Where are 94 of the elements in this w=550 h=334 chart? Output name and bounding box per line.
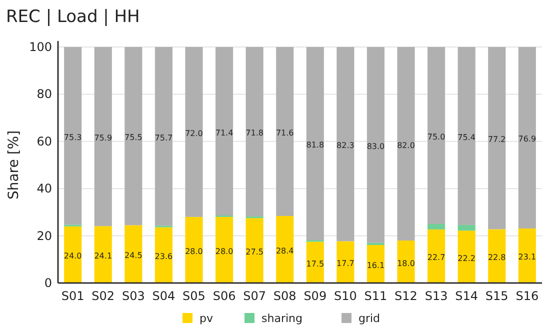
x-tick-label: S14	[455, 289, 478, 303]
data-label: 82.3	[336, 141, 354, 150]
data-label: 22.2	[458, 254, 476, 263]
data-label: 24.1	[94, 252, 112, 261]
bar	[488, 229, 506, 283]
data-label: 71.8	[246, 128, 264, 138]
bar	[306, 47, 324, 240]
y-tick-label: 40	[36, 182, 52, 196]
bar	[366, 242, 385, 246]
x-tick-label: S04	[152, 289, 176, 303]
x-tick-label: S02	[92, 289, 115, 303]
data-label: 18.0	[397, 258, 415, 268]
x-tick-label: S11	[364, 289, 388, 303]
bar	[276, 216, 294, 283]
data-label: 77.2	[488, 135, 506, 144]
bar	[397, 240, 415, 283]
bar	[246, 47, 264, 216]
y-tick-label: 80	[36, 87, 52, 102]
x-tick-label: S08	[273, 289, 296, 303]
bar	[306, 242, 324, 283]
bar	[458, 47, 476, 225]
x-tick-label: S09	[304, 289, 327, 303]
bar	[428, 47, 446, 224]
bar	[336, 241, 354, 283]
legend-label: pv	[200, 312, 214, 325]
bar	[154, 47, 172, 226]
data-label: 23.1	[518, 252, 536, 262]
data-label: 17.7	[336, 259, 354, 268]
bar	[518, 47, 536, 228]
y-tick-label: 20	[36, 228, 52, 243]
bar	[428, 224, 446, 230]
bar	[215, 216, 234, 283]
bar	[488, 47, 506, 230]
x-tick-label: S16	[516, 289, 539, 303]
bar	[518, 228, 536, 283]
x-tick-label: S10	[334, 289, 357, 303]
data-label: 71.6	[276, 128, 294, 138]
bar	[246, 218, 264, 283]
data-label: 22.8	[488, 253, 506, 262]
data-label: 75.9	[94, 134, 112, 143]
x-tick-label: S01	[61, 289, 84, 303]
data-label: 82.0	[397, 140, 415, 150]
x-tick-label: S05	[182, 289, 206, 303]
y-tick-label: 60	[36, 134, 52, 148]
data-label: 83.0	[366, 142, 385, 151]
bar	[397, 47, 415, 241]
legend-label: grid	[358, 312, 380, 325]
bar	[185, 216, 203, 283]
x-tick-label: S12	[394, 289, 418, 303]
data-label: 28.4	[276, 246, 294, 256]
data-label: 75.3	[64, 132, 82, 142]
x-tick-label: S13	[424, 289, 448, 303]
y-axis-title: Share [%]	[6, 130, 22, 200]
data-label: 22.7	[427, 253, 446, 262]
x-tick-label: S03	[122, 289, 145, 303]
bar	[124, 225, 142, 283]
y-tick-label: 0	[44, 276, 52, 290]
data-label: 28.0	[215, 246, 234, 256]
x-tick-label: S07	[243, 289, 266, 303]
data-label: 23.6	[154, 252, 173, 262]
data-label: 24.5	[124, 251, 142, 260]
x-tick-label: S15	[485, 289, 508, 303]
bar	[94, 47, 112, 226]
bar	[215, 47, 234, 216]
bar	[458, 230, 476, 283]
data-label: 75.5	[124, 133, 142, 142]
data-label: 28.0	[185, 246, 203, 256]
chart-title: REC | Load | HH	[6, 7, 140, 27]
data-label: 71.4	[215, 128, 234, 138]
bar	[366, 245, 385, 283]
bar	[428, 229, 446, 283]
bar	[185, 47, 203, 217]
bar	[154, 227, 172, 283]
legend-label: sharing	[262, 312, 302, 325]
bar	[64, 47, 82, 225]
data-label: 17.5	[306, 259, 324, 268]
data-label: 81.8	[306, 140, 324, 150]
data-label: 24.0	[64, 252, 82, 261]
x-tick-label: S06	[212, 289, 236, 303]
bar	[458, 224, 476, 231]
data-label: 16.1	[366, 261, 385, 270]
data-label: 27.5	[246, 248, 264, 257]
bar	[64, 226, 82, 283]
bar	[336, 47, 354, 242]
bar	[276, 47, 294, 216]
data-label: 76.9	[518, 134, 536, 144]
bar	[94, 226, 112, 283]
data-label: 75.7	[154, 133, 173, 142]
data-label: 72.0	[185, 128, 203, 138]
bar	[124, 47, 142, 226]
y-tick-label: 100	[29, 40, 52, 54]
bar	[366, 47, 385, 243]
data-label: 75.4	[458, 132, 476, 142]
data-label: 75.0	[427, 132, 446, 142]
